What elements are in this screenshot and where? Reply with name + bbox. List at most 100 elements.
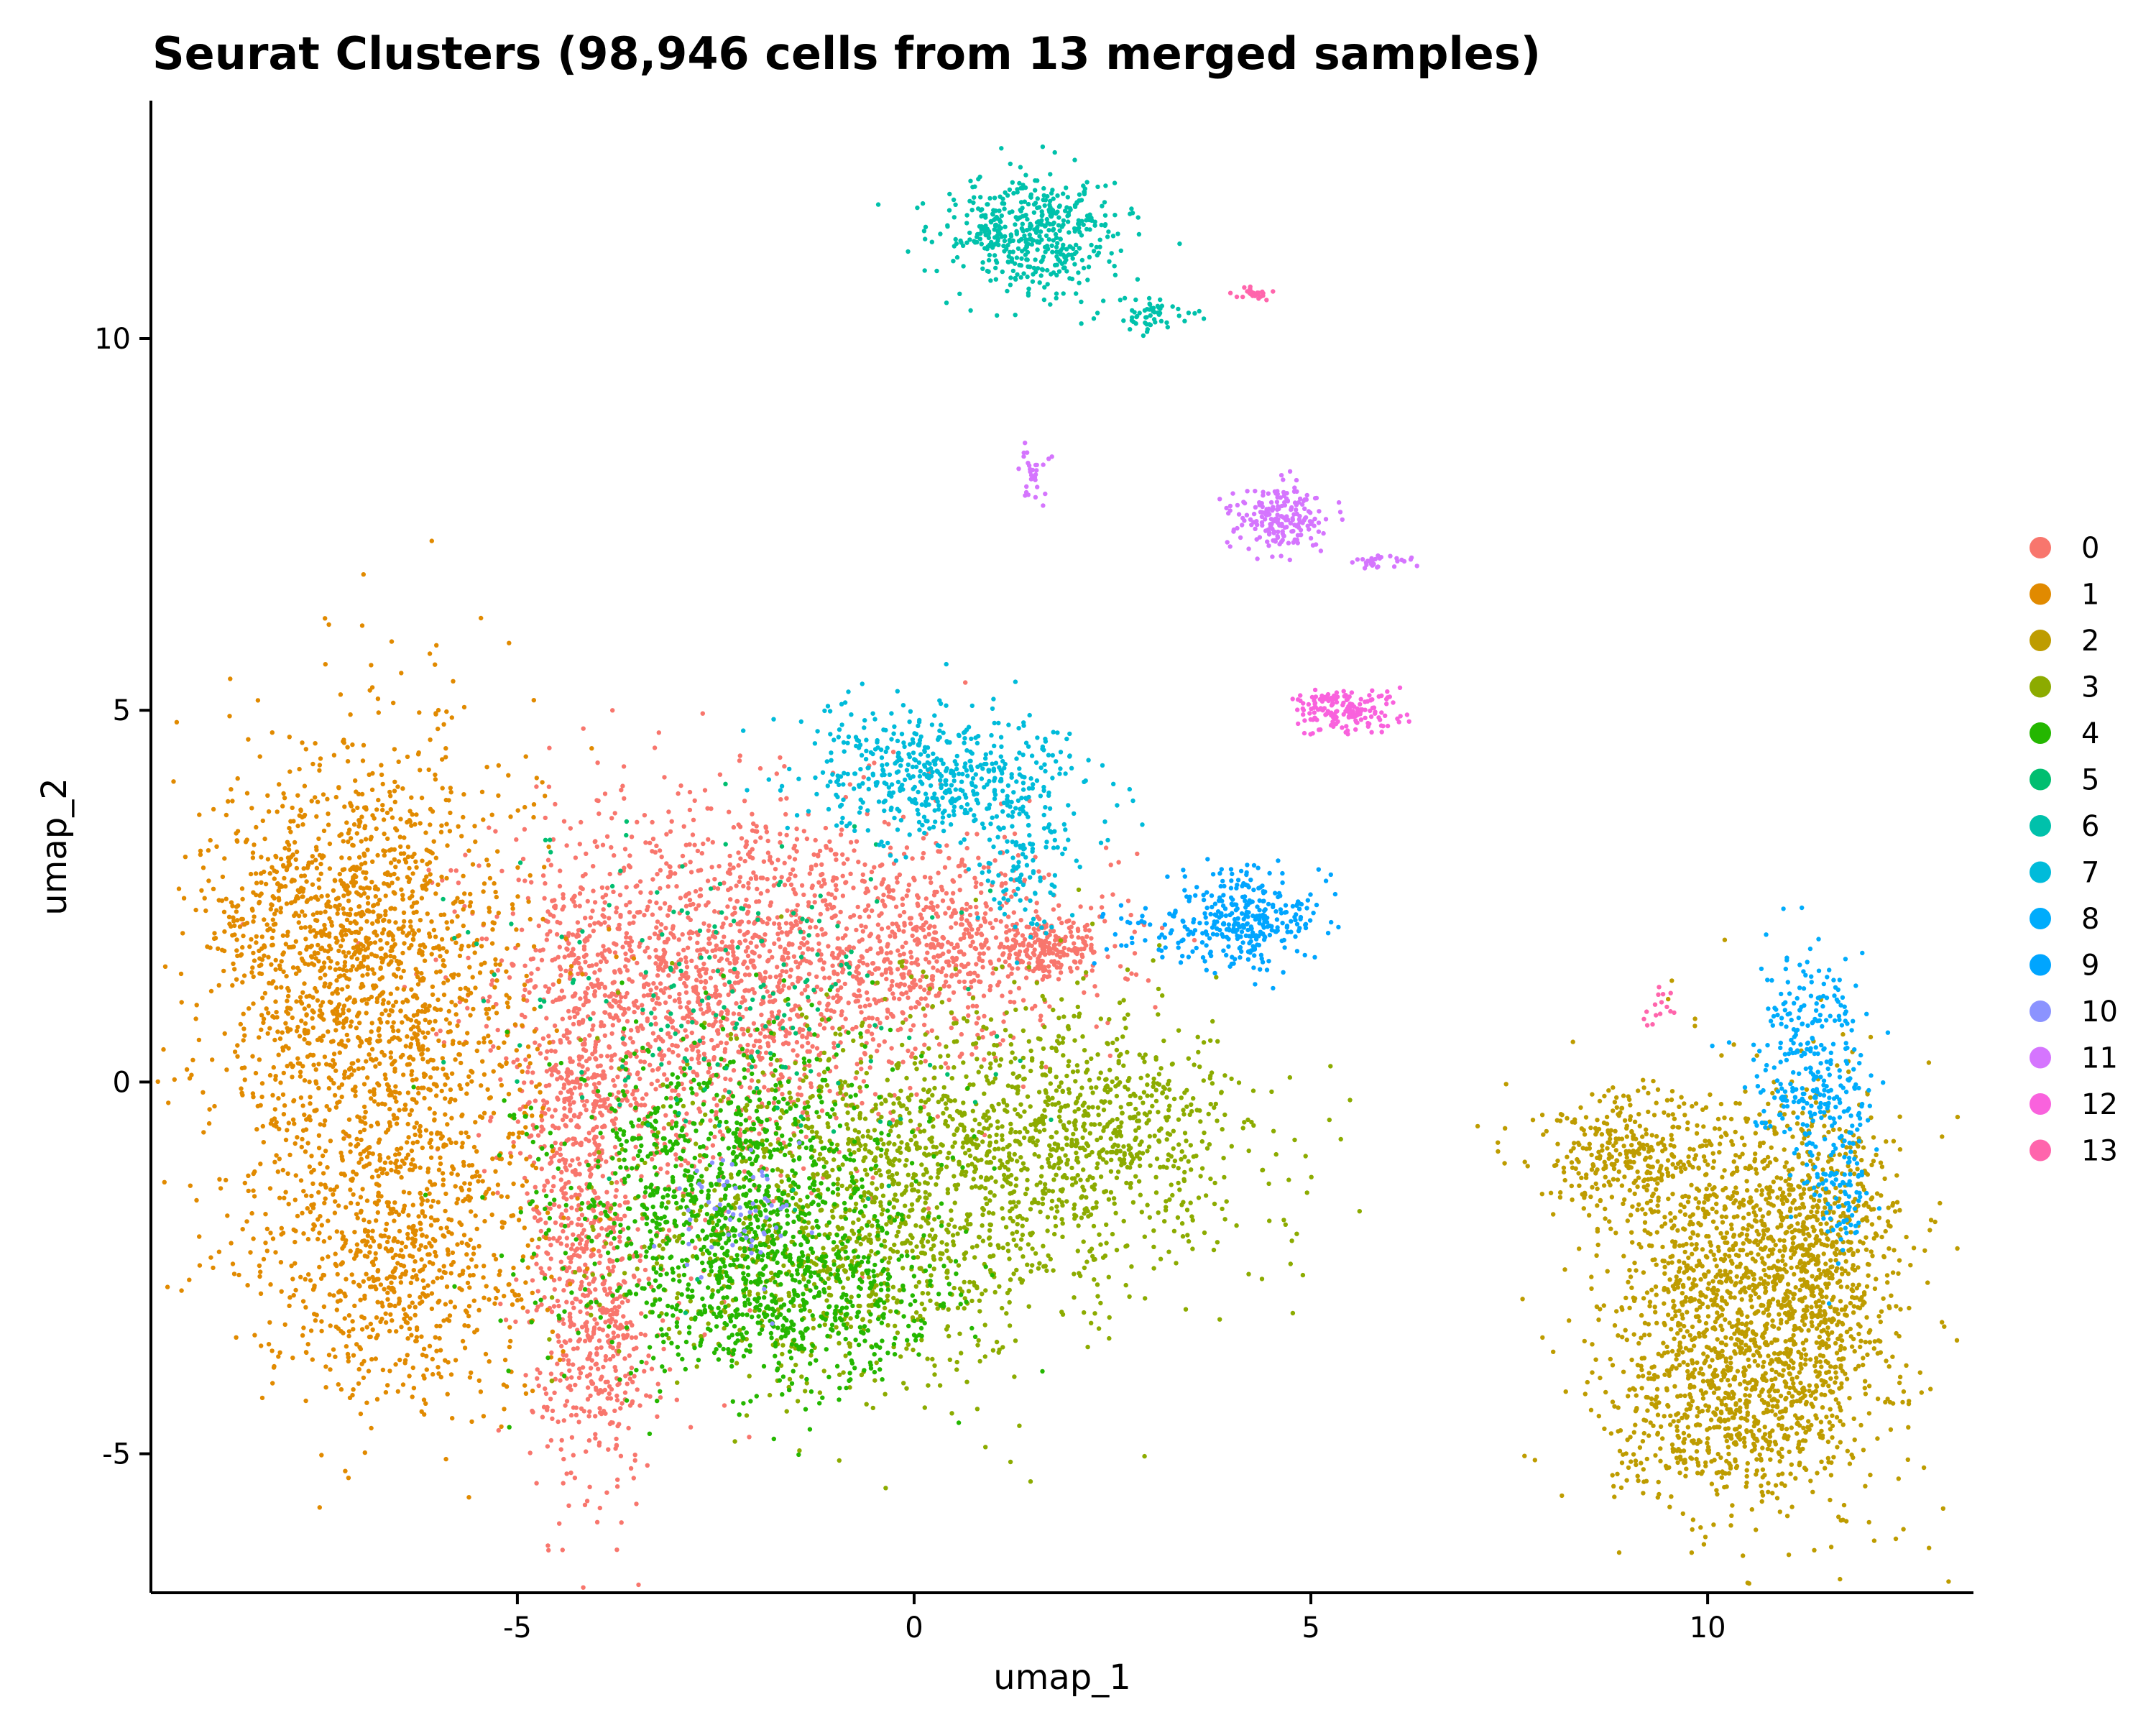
cluster-0-point xyxy=(592,921,597,926)
cluster-0-point xyxy=(830,950,835,956)
cluster-1-point xyxy=(494,894,499,900)
cluster-0-point xyxy=(626,1425,631,1431)
cluster-0-point xyxy=(496,1427,501,1433)
cluster-0-point xyxy=(835,988,841,993)
cluster-0-point xyxy=(737,1131,743,1136)
cluster-1-point xyxy=(416,1090,421,1096)
cluster-0-point xyxy=(706,928,711,933)
cluster-0-point xyxy=(645,1018,650,1024)
cluster-0-point xyxy=(604,1105,609,1110)
cluster-0-point xyxy=(554,932,560,937)
cluster-0-point xyxy=(577,1172,582,1177)
cluster-1-point xyxy=(394,1121,400,1126)
cluster-0-point xyxy=(816,941,821,947)
cluster-1-point xyxy=(347,995,352,1000)
cluster-0-point xyxy=(750,828,755,833)
cluster-1-point xyxy=(436,1038,441,1044)
cluster-0-point xyxy=(934,937,939,943)
cluster-0-point xyxy=(587,1372,592,1377)
cluster-0-point xyxy=(623,1194,628,1200)
cluster-0-point xyxy=(748,1033,753,1038)
cluster-1-point xyxy=(270,730,275,735)
cluster-0-point xyxy=(891,896,896,901)
cluster-0-point xyxy=(982,911,988,916)
cluster-0-point xyxy=(976,855,981,860)
cluster-1-point xyxy=(249,1210,254,1216)
cluster-0-point xyxy=(797,945,803,950)
cluster-1-point xyxy=(359,1137,364,1143)
cluster-0-point xyxy=(769,1010,775,1015)
cluster-0-point xyxy=(495,1190,500,1195)
cluster-0-point xyxy=(964,831,969,837)
cluster-1-point xyxy=(401,987,406,992)
cluster-1-point xyxy=(189,1072,194,1077)
cluster-0-point xyxy=(734,1000,739,1006)
cluster-1-point xyxy=(515,808,520,813)
cluster-1-point xyxy=(275,1029,280,1034)
cluster-0-point xyxy=(594,1352,599,1357)
cluster-0-point xyxy=(879,926,885,932)
cluster-1-point xyxy=(490,927,495,932)
cluster-0-point xyxy=(1089,968,1095,973)
cluster-1-point xyxy=(414,1077,419,1082)
cluster-0-point xyxy=(448,868,453,873)
cluster-0-point xyxy=(867,1003,872,1008)
cluster-0-point xyxy=(710,840,715,845)
cluster-1-point xyxy=(470,862,476,867)
cluster-0-point xyxy=(1034,901,1039,906)
cluster-1-point xyxy=(534,776,539,781)
cluster-0-point xyxy=(787,855,792,860)
cluster-0-point xyxy=(890,979,895,984)
cluster-0-point xyxy=(758,835,763,840)
cluster-1-point xyxy=(285,933,290,938)
cluster-0-point xyxy=(728,897,733,902)
cluster-0-point xyxy=(918,985,923,990)
cluster-0-point xyxy=(812,900,817,905)
cluster-0-point xyxy=(557,995,562,1000)
cluster-0-point xyxy=(782,883,788,888)
cluster-0-point xyxy=(1038,1013,1044,1018)
cluster-0-point xyxy=(943,1061,949,1066)
cluster-0-point xyxy=(894,921,899,926)
cluster-0-point xyxy=(669,1019,674,1025)
cluster-1-point xyxy=(426,767,431,773)
cluster-0-point xyxy=(574,1297,579,1302)
cluster-1-point xyxy=(369,1029,374,1034)
cluster-1-point xyxy=(388,807,393,812)
cluster-0-point xyxy=(1078,959,1083,964)
cluster-1-point xyxy=(221,909,227,915)
cluster-1-point xyxy=(432,1117,437,1122)
cluster-0-point xyxy=(560,1547,565,1552)
cluster-0-point xyxy=(534,1481,539,1486)
cluster-0-point xyxy=(957,949,962,954)
cluster-0-point xyxy=(834,1116,839,1121)
cluster-0-point xyxy=(1046,872,1051,878)
cluster-1-point xyxy=(359,623,365,628)
cluster-0-point xyxy=(629,1335,635,1340)
cluster-1-point xyxy=(329,923,335,928)
cluster-0-point xyxy=(946,997,952,1003)
cluster-0-point xyxy=(687,807,693,813)
cluster-0-point xyxy=(488,1118,493,1123)
cluster-0-point xyxy=(539,1302,544,1307)
cluster-1-point xyxy=(303,925,308,930)
cluster-1-point xyxy=(325,893,330,898)
cluster-0-point xyxy=(962,979,967,985)
cluster-0-point xyxy=(792,857,798,862)
cluster-0-point xyxy=(870,908,875,914)
cluster-0-point xyxy=(550,982,556,987)
cluster-0-point xyxy=(574,1246,580,1252)
cluster-0-point xyxy=(712,1134,717,1140)
cluster-1-point xyxy=(490,1156,495,1162)
cluster-0-point xyxy=(628,1466,634,1471)
cluster-0-point xyxy=(571,952,576,957)
cluster-0-point xyxy=(624,935,629,940)
cluster-0-point xyxy=(593,1074,598,1080)
cluster-0-point xyxy=(479,936,484,942)
cluster-0-point xyxy=(895,948,900,953)
cluster-1-point xyxy=(474,1226,479,1232)
cluster-1-point xyxy=(392,779,397,785)
cluster-0-point xyxy=(816,1072,821,1077)
cluster-0-point xyxy=(742,799,747,804)
